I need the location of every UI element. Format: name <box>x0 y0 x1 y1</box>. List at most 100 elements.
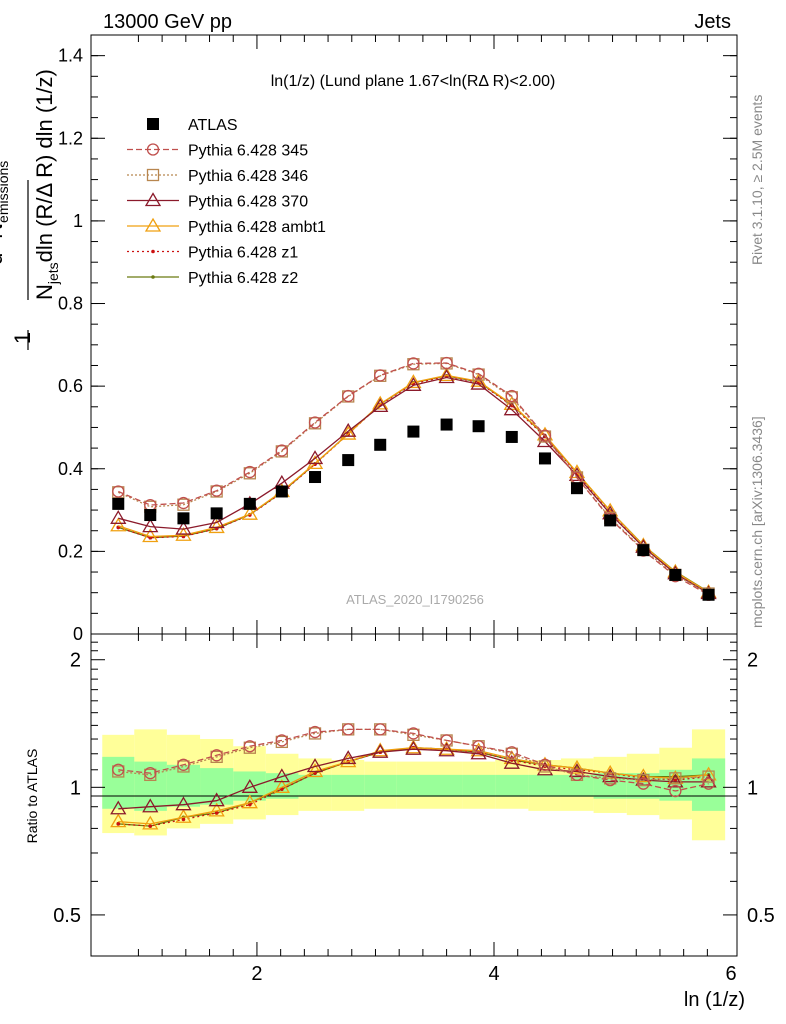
data-point <box>472 367 485 380</box>
ratio-series-pythia-6-428-345 <box>112 723 715 798</box>
ratio-point <box>175 796 192 811</box>
uncertainty-band-inner <box>200 768 234 805</box>
data-point <box>637 544 650 557</box>
y-tick-label: 1.4 <box>58 46 83 66</box>
series-line <box>118 374 709 593</box>
ratio-line <box>118 728 709 792</box>
data-point <box>372 398 389 413</box>
legend-marker <box>151 275 155 279</box>
data-point <box>208 514 225 529</box>
data-point <box>210 484 223 497</box>
ratio-frame <box>90 633 738 957</box>
ratio-y-tick-label: 0.5 <box>53 905 81 927</box>
data-point <box>570 482 583 495</box>
ratio-point <box>669 784 682 798</box>
data-point <box>407 357 420 370</box>
data-point <box>374 369 387 382</box>
legend-entry: Pythia 6.428 370 <box>127 192 308 211</box>
ratio-panel: 0.5 0.5 1 1 2 2 2 4 6 <box>53 633 775 985</box>
data-point <box>538 429 552 442</box>
data-point <box>669 568 682 581</box>
y-label-numerator-group: d2 Nemissions <box>0 161 11 265</box>
legend-entry: Pythia 6.428 345 <box>127 143 308 160</box>
data-point <box>275 485 288 498</box>
series-line <box>118 362 709 595</box>
uncertainty-band-inner <box>495 774 529 797</box>
data-point <box>342 389 355 403</box>
legend-entry: Pythia 6.428 ambt1 <box>127 217 326 236</box>
x-axis-label: ln (1/z) <box>684 989 745 1011</box>
data-point <box>505 389 518 403</box>
main-panel: 0 0.2 0.4 0.6 0.8 1 1.2 1.4 ATLAS_2020_I1790256 <box>58 34 738 644</box>
data-point <box>306 455 324 470</box>
data-point <box>241 505 258 520</box>
ratio-point <box>602 764 619 779</box>
main-axes: 0 0.2 0.4 0.6 0.8 1 1.2 1.4 <box>58 34 737 644</box>
ratio-point <box>241 779 258 793</box>
ratio-point <box>142 798 159 813</box>
ratio-point <box>372 743 389 758</box>
ratio-point <box>208 792 225 807</box>
ratio-point <box>273 768 290 783</box>
data-point <box>110 510 127 524</box>
ratio-point <box>702 777 715 790</box>
ratio-point <box>110 800 127 815</box>
uncertainty-band-inner <box>298 774 332 797</box>
data-point <box>243 465 256 479</box>
data-point <box>604 514 617 527</box>
y-tick-label: 0.6 <box>58 376 83 396</box>
uncertainty-band-inner <box>560 774 594 797</box>
data-point <box>472 420 485 433</box>
legend-marker <box>147 118 159 130</box>
ratio-point <box>637 777 650 790</box>
ratio-point <box>112 763 125 776</box>
series-line <box>118 376 709 595</box>
ratio-point <box>438 740 455 755</box>
ratio-line <box>118 748 709 810</box>
data-point <box>372 395 389 410</box>
ratio-point <box>440 734 453 747</box>
ratio-point <box>248 802 252 807</box>
series-pythia-6-428-z1 <box>116 374 711 595</box>
ratio-point <box>308 725 322 739</box>
ratio-y-tick-label-right: 2 <box>747 650 758 672</box>
series-pythia-6-428-ambt1 <box>110 367 717 598</box>
y-label-group: Njetsdln (R/Δ R) dln (1/z) d2 Nemissions 1 <box>0 69 61 350</box>
ratio-point <box>306 763 324 778</box>
ratio-point <box>637 773 650 787</box>
main-y-axis-label: Njetsdln (R/Δ R) dln (1/z) d2 Nemissions 1 <box>0 69 61 350</box>
ratio-point <box>144 767 157 780</box>
data-point <box>538 452 551 465</box>
y-label-denominator: Njetsdln (R/Δ R) dln (1/z) <box>32 69 61 300</box>
legend-marker <box>144 217 162 232</box>
data-point <box>275 444 288 457</box>
data-point <box>208 519 225 534</box>
data-point <box>112 485 125 498</box>
uncertainty-band-inner <box>265 773 299 799</box>
ratio-point <box>702 770 715 783</box>
uncertainty-band-inner <box>462 774 496 797</box>
y-label-one-group: 1 <box>10 332 35 344</box>
main-marks <box>110 356 717 601</box>
ratio-axes: 0.5 0.5 1 1 2 2 2 4 6 <box>53 634 775 985</box>
y-tick-label: 1.2 <box>58 128 83 148</box>
data-point <box>505 430 518 443</box>
ratio-point <box>604 773 617 787</box>
uncertainty-band-inner <box>691 758 726 811</box>
mcplots-label: mcplots.cern.ch [arXiv:1306.3436] <box>749 416 765 628</box>
y-tick-label: 0.8 <box>58 294 83 314</box>
data-point <box>340 425 357 440</box>
header-left: 13000 GeV pp <box>103 11 232 33</box>
data-point <box>440 356 453 370</box>
ratio-point <box>503 754 520 769</box>
y-tick-label: 0.4 <box>58 459 83 479</box>
ratio-point <box>470 745 487 760</box>
legend-label: Pythia 6.428 ambt1 <box>188 219 326 236</box>
legend-label: Pythia 6.428 370 <box>188 194 308 211</box>
data-point <box>340 422 357 437</box>
main-title: ln(1/z) (Lund plane 1.67<ln(RΔ R)<2.00) <box>271 73 556 90</box>
ratio-point <box>243 740 256 753</box>
y-label-numerator: d2 Nemissions <box>0 161 11 265</box>
data-point <box>110 517 127 532</box>
